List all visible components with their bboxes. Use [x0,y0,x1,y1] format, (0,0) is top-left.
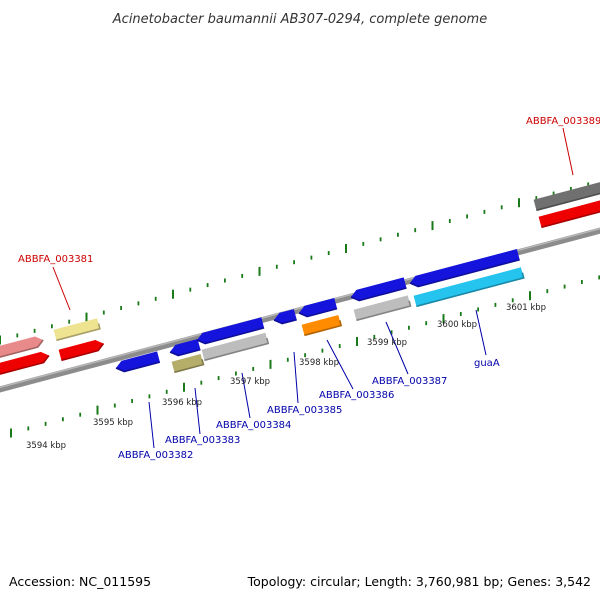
gene-label-003383: ABBFA_003383 [165,435,240,446]
gene-blue-abbfa-003386 [299,298,338,317]
gene-yellow-forward [53,318,100,341]
gene-blue-guaA-edge [409,258,520,288]
gene-blue-abbfa-003382 [116,351,160,372]
gene-gray-abbfa-003387 [353,295,411,321]
gene-dark-gray-abbfa-003389-edge [536,192,600,212]
kbp-label: 3598 kbp [299,358,339,368]
gene-gray-abbfa-003387-edge [356,300,412,322]
kbp-label: 3595 kbp [93,418,133,428]
gene-label-003387: ABBFA_003387 [372,376,447,387]
gene-red-abbfa-003381 [58,340,104,361]
gene-blue-abbfa-003384-edge [196,327,265,345]
gene-blue-abbfa-003387-edge [350,287,407,302]
kbp-label: 3597 kbp [230,377,270,387]
kbp-label: 3596 kbp [162,398,202,408]
gene-label-003381: ABBFA_003381 [18,254,93,265]
gene-label-003385: ABBFA_003385 [267,405,342,416]
gene-red-forward-left [0,351,49,375]
gene-blue-abbfa-003385 [274,309,297,324]
leader-line-003382 [148,401,155,449]
kbp-label: 3594 kbp [26,441,66,451]
leader-line-003389 [562,127,574,176]
gene-orange-abbfa-003386 [301,315,342,336]
gene-features [0,182,600,375]
gene-blue-guaA [410,249,520,287]
map-title: Acinetobacter baumannii AB307-0294, comp… [112,12,487,27]
gene-gray-abbfa-003384 [201,332,269,361]
kbp-label: 3599 kbp [367,338,407,348]
gene-pink-forward-edge [0,339,44,358]
gene-label-003386: ABBFA_003386 [319,390,394,401]
gene-blue-abbfa-003383-edge [169,348,201,357]
gene-label-003389: ABBFA_003389 [526,116,600,127]
upper-tick-row [0,182,590,345]
gene-red-abbfa-003381-edge [61,343,105,362]
label-leader-lines [52,127,574,449]
gene-label-guaA: guaA [474,358,500,369]
leader-line-guaA [475,309,487,356]
gene-labels: ABBFA_003389 ABBFA_003381 ABBFA_003382 A… [18,116,600,461]
lower-tick-row [10,275,600,438]
leader-line-003384 [241,372,251,419]
gene-red-forward-left-edge [0,355,50,375]
gene-blue-abbfa-003382-edge [115,361,161,373]
gene-gray-abbfa-003384-edge [204,337,270,362]
gene-cyan-guaA-edge [416,272,525,308]
topology-text: Topology: circular; Length: 3,760,981 bp… [247,574,591,589]
gene-blue-abbfa-003385-edge [273,318,297,325]
gene-olive-abbfa-003383-edge [174,359,205,374]
gene-olive-abbfa-003383 [171,354,204,373]
gene-cyan-guaA [413,267,524,307]
gene-dark-gray-abbfa-003389 [533,182,600,211]
gene-pink-forward [0,336,44,358]
gene-red-abbfa-003389-edge [541,210,600,229]
leader-line-003387 [385,321,409,375]
gene-red-abbfa-003389 [538,200,600,228]
kbp-labels: 3594 kbp 3595 kbp 3596 kbp 3597 kbp 3598… [26,303,546,451]
kbp-label: 3601 kbp [506,303,546,313]
kbp-label: 3600 kbp [437,320,477,330]
accession-text: Accession: NC_011595 [9,574,151,589]
gene-blue-abbfa-003384 [197,317,265,344]
gene-blue-abbfa-003387 [351,277,407,301]
leader-line-003383 [194,387,201,435]
leader-line-003386 [326,339,354,390]
gene-blue-abbfa-003386-edge [298,307,338,318]
gene-orange-abbfa-003386-edge [304,320,343,337]
gene-yellow-forward-edge [56,323,101,342]
gene-label-003384: ABBFA_003384 [216,420,291,431]
leader-line-003385 [293,351,299,404]
leader-line-003381 [52,266,71,311]
gene-label-003382: ABBFA_003382 [118,450,193,461]
